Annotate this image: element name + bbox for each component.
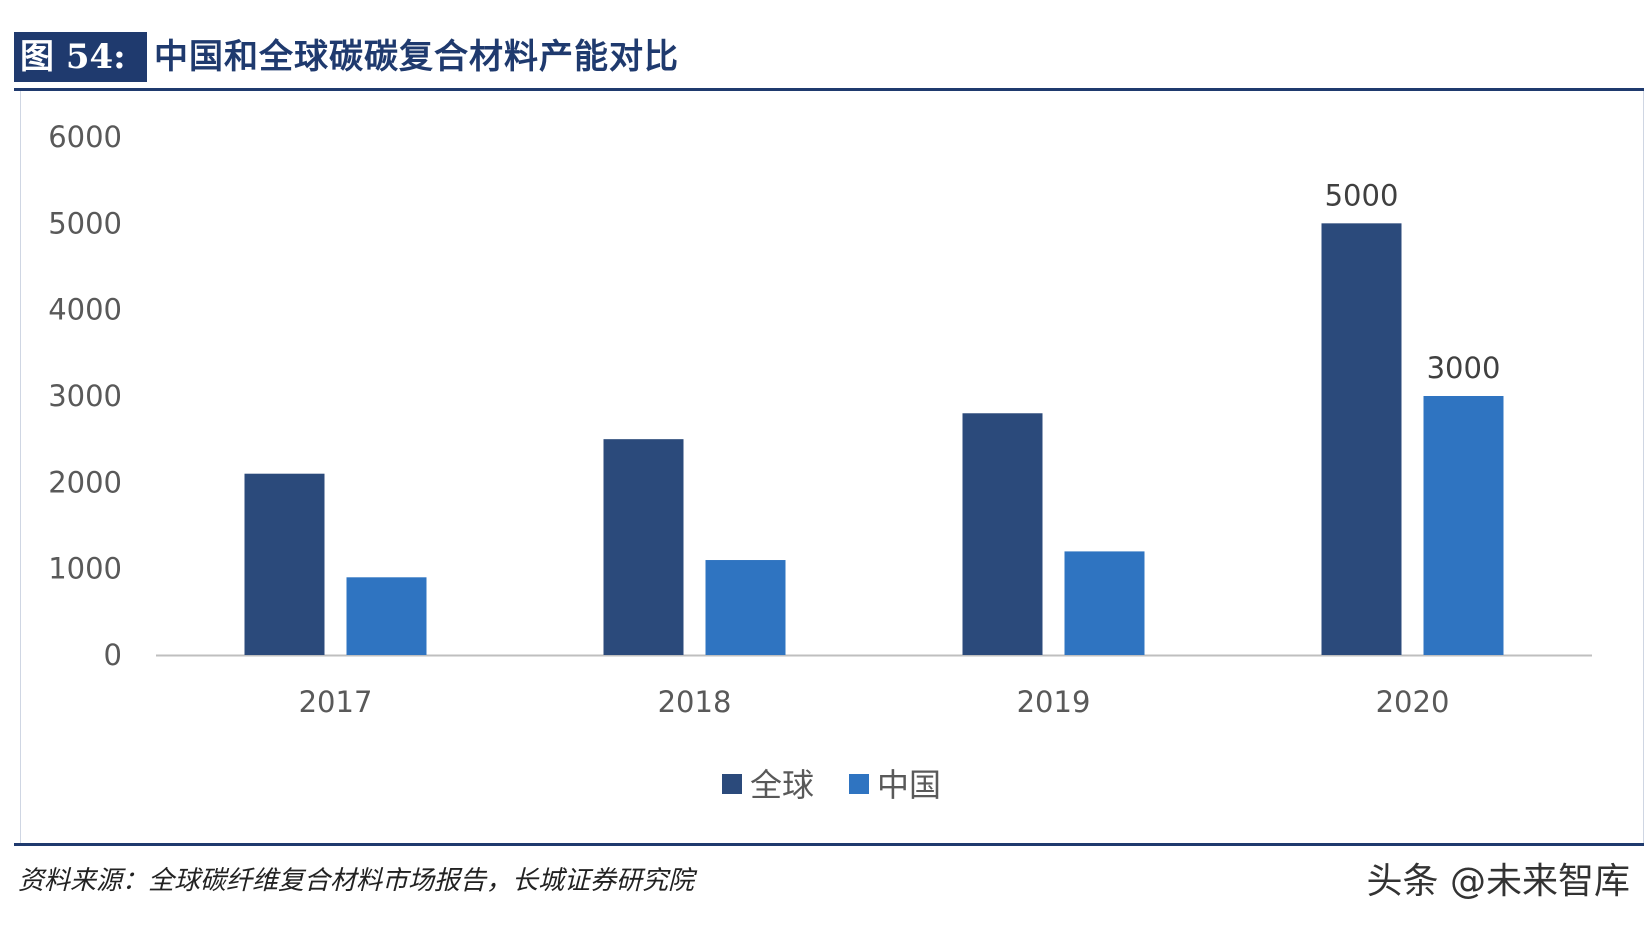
x-tick-label-2017: 2017 <box>299 685 373 719</box>
x-tick-label-2019: 2019 <box>1017 685 1091 719</box>
watermark: 头条 @未来智库 <box>1366 861 1630 902</box>
bar-global-2020 <box>1321 223 1402 656</box>
bar-global-2018 <box>603 439 684 655</box>
bar-china-2017 <box>346 577 427 655</box>
footer-rule <box>14 843 1644 846</box>
x-tick-label-2018: 2018 <box>658 685 732 719</box>
data-label-global-2020: 5000 <box>1325 178 1399 212</box>
legend-swatch-global <box>722 774 742 794</box>
bar-global-2019 <box>962 413 1043 655</box>
figure-header: 图 54: 中国和全球碳碳复合材料产能对比 <box>14 30 1644 84</box>
y-tick-label-1: 1000 <box>48 552 122 586</box>
figure-title: 中国和全球碳碳复合材料产能对比 <box>154 37 679 77</box>
y-tick-label-6: 6000 <box>48 120 122 154</box>
legend-label-china: 中国 <box>877 766 941 804</box>
bar-global-2017 <box>244 473 325 655</box>
y-tick-label-4: 4000 <box>48 293 122 327</box>
header-rule <box>14 88 1644 91</box>
legend-label-global: 全球 <box>750 766 814 804</box>
bar-china-2018 <box>705 560 786 655</box>
y-tick-label-5: 5000 <box>48 206 122 240</box>
y-tick-label-0: 0 <box>104 638 122 672</box>
y-tick-label-3: 3000 <box>48 379 122 413</box>
figure-number: 图 54: <box>14 32 147 82</box>
bar-china-2019 <box>1064 551 1145 655</box>
x-tick-label-2020: 2020 <box>1376 685 1450 719</box>
legend-swatch-china <box>849 774 869 794</box>
data-label-china-2020: 3000 <box>1427 351 1501 385</box>
source-note: 资料来源：全球碳纤维复合材料市场报告，长城证券研究院 <box>18 866 695 896</box>
y-tick-label-2: 2000 <box>48 465 122 499</box>
bar-china-2020 <box>1423 396 1504 655</box>
chart-frame <box>20 91 1644 843</box>
